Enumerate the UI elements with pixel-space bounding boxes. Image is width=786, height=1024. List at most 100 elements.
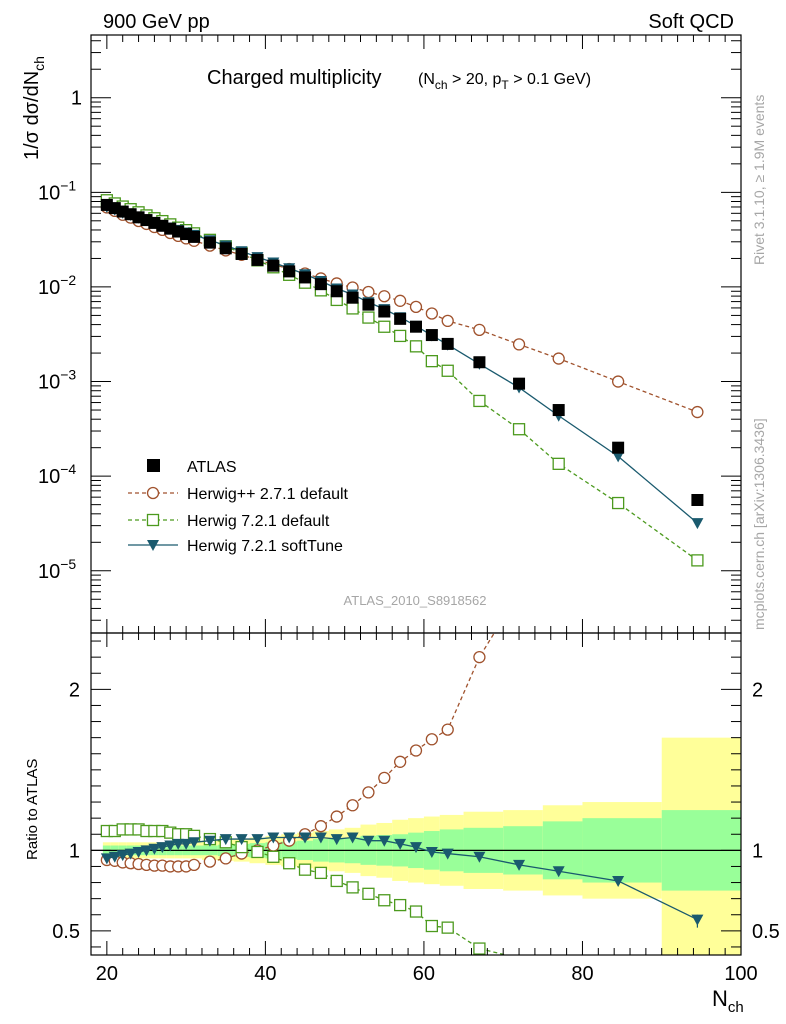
atlas-point (410, 320, 422, 333)
legend-marker-herwigpp (146, 486, 160, 500)
x-tick-label: 60 (413, 963, 435, 985)
herwig7-default-point (393, 898, 407, 912)
herwig7-softtune-point (219, 834, 232, 846)
herwig7-softtune-point (394, 838, 407, 850)
ratio-line-circle (106, 633, 496, 868)
herwig7-default-point (552, 457, 565, 470)
y-tick-label: 10−4 (38, 461, 76, 488)
uncertainty-bands (102, 737, 741, 955)
herwigpp-point (330, 810, 343, 823)
atlas-point (425, 329, 438, 342)
herwig7-softtune-point (378, 835, 391, 847)
herwigpp-point (552, 352, 565, 365)
sidebar-site: mcplots.cern.ch [arXiv:1306.3436] (751, 418, 767, 630)
herwig7-softtune-point (148, 843, 161, 855)
main-ylabel: 1/σ dσ/dNch (21, 56, 47, 160)
herwigpp-point (409, 744, 423, 757)
herwig7-softtune-point (330, 834, 343, 846)
herwigpp-point (378, 771, 391, 785)
atlas-point (283, 265, 296, 278)
herwig7-softtune-point (410, 842, 422, 854)
herwig7-softtune-point (612, 875, 625, 887)
herwigpp-point (409, 300, 423, 314)
y-tick-label: 10−2 (38, 272, 76, 299)
herwigpp-point (362, 786, 375, 799)
x-tick-label: 40 (254, 963, 276, 985)
x-tick-label: 20 (96, 963, 118, 985)
atlas-point (441, 337, 454, 350)
herwig7-default-point (425, 355, 439, 368)
sidebar-version: Rivet 3.1.10, ≥ 1.9M events (751, 95, 767, 265)
atlas-point (473, 356, 486, 369)
ratio-series-layer (100, 633, 704, 955)
legend-marker-atlas (147, 459, 160, 472)
x-tick-label: 80 (571, 963, 593, 985)
ratio-y-tick-label: 1 (752, 840, 763, 862)
atlas-point (691, 493, 704, 506)
herwig7-default-point (691, 554, 704, 567)
main-series-layer (100, 194, 704, 567)
atlas-point (330, 285, 343, 298)
herwigpp-point (512, 338, 526, 351)
herwigpp-point (691, 405, 704, 419)
herwigpp-point (393, 755, 407, 768)
herwig7-default-point (362, 311, 375, 324)
herwig7-softtune-point (172, 838, 185, 850)
header-left: 900 GeV pp (103, 11, 210, 33)
herwig7-default-point (378, 320, 391, 333)
herwig7-default-point (314, 866, 328, 880)
legend-marker-herwig7-softtune (147, 540, 159, 551)
herwigpp-point (611, 375, 625, 388)
herwig7-softtune-point (132, 846, 145, 858)
plot-title: Charged multiplicity (207, 67, 382, 89)
tick-labels: 20 40 60 80 100 1 10−1 10−2 10−3 10−4 10−5 2 2 1 1 0.5 0… (38, 88, 780, 985)
legend-label-herwigpp: Herwig++ 2.7.1 default (187, 486, 349, 503)
x-tick-label: 100 (724, 963, 757, 985)
herwig7-default-point (611, 496, 625, 510)
herwig7-softtune-point (116, 850, 129, 862)
atlas-point (552, 404, 565, 417)
herwig7-softtune-point (283, 832, 296, 844)
herwig7-softtune-point (124, 848, 137, 860)
herwig7-softtune-point (691, 518, 704, 530)
herwig7-default-point (378, 894, 391, 907)
ratio-y-tick-label: 2 (752, 679, 763, 701)
y-tick-label: 10−3 (38, 367, 76, 394)
herwigpp-point (425, 733, 439, 746)
herwig7-default-point (441, 921, 454, 934)
herwig7-default-point (441, 364, 454, 377)
ratio-ylabel: Ratio to ATLAS (24, 759, 41, 860)
herwigpp-point (473, 323, 486, 336)
ratio-frame (90, 632, 742, 956)
atlas-point (513, 377, 526, 390)
herwigpp-point (378, 290, 391, 303)
herwig7-softtune-point (164, 840, 177, 852)
herwig7-softtune-point (235, 834, 248, 846)
atlas-point (219, 242, 232, 255)
herwig7-softtune-point (441, 848, 454, 860)
herwig7-softtune-point (203, 835, 216, 847)
herwig7-softtune-point (346, 832, 359, 844)
herwig7-softtune-point (612, 451, 625, 463)
herwig7-default-point (346, 302, 359, 315)
atlas-point (116, 205, 129, 218)
atlas-point (235, 247, 248, 260)
axis-ticks (91, 35, 742, 955)
herwig7-softtune-point (100, 853, 113, 865)
herwigpp-point (362, 285, 375, 299)
atlas-point (251, 253, 264, 266)
herwig7-default-point (512, 423, 526, 436)
herwigpp-point (219, 852, 232, 865)
herwigpp-point (425, 307, 439, 320)
herwig7-softtune-point (552, 866, 565, 878)
main-line-osquare (106, 199, 698, 561)
herwig7-softtune-point (251, 834, 264, 846)
herwig7-softtune-point (188, 837, 201, 849)
herwig7-default-point (283, 857, 296, 870)
ratio-y-tick-label: 1 (69, 840, 80, 862)
herwig7-softtune-point (314, 832, 327, 844)
herwigpp-point (441, 723, 454, 736)
herwig7-default-point (267, 850, 280, 863)
herwigpp-point (393, 294, 407, 307)
